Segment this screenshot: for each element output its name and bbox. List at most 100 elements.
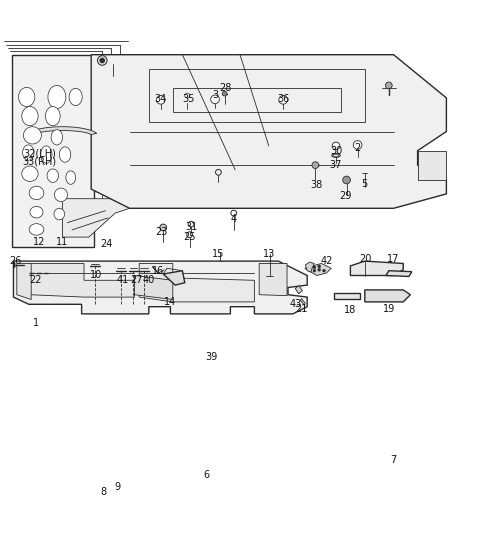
Polygon shape	[300, 299, 305, 305]
Text: 31: 31	[185, 223, 197, 233]
Bar	[54, 70, 76, 85]
Text: 8: 8	[100, 488, 106, 498]
Text: 28: 28	[219, 83, 232, 93]
Circle shape	[318, 265, 321, 268]
Ellipse shape	[19, 88, 35, 106]
Text: 6: 6	[204, 469, 209, 480]
Text: 3: 3	[212, 90, 218, 100]
Circle shape	[313, 269, 316, 272]
Bar	[184, 97, 191, 102]
Text: 35: 35	[182, 94, 194, 104]
Text: 7: 7	[390, 455, 397, 465]
Ellipse shape	[54, 188, 68, 202]
Ellipse shape	[22, 166, 38, 181]
Bar	[68, 110, 79, 127]
Text: 30: 30	[330, 145, 342, 156]
Polygon shape	[350, 261, 403, 276]
Circle shape	[185, 93, 190, 98]
Ellipse shape	[332, 154, 340, 158]
Ellipse shape	[48, 85, 66, 109]
Polygon shape	[334, 293, 360, 299]
Text: 12: 12	[33, 237, 46, 247]
Circle shape	[97, 56, 107, 65]
Polygon shape	[418, 151, 446, 180]
Circle shape	[211, 95, 219, 104]
Text: 32(LH): 32(LH)	[23, 148, 56, 158]
Text: 27: 27	[131, 276, 143, 285]
Circle shape	[231, 210, 237, 216]
Ellipse shape	[23, 145, 34, 160]
Polygon shape	[259, 263, 287, 296]
Ellipse shape	[22, 106, 38, 126]
Polygon shape	[30, 263, 134, 297]
Text: 11: 11	[56, 237, 69, 247]
Circle shape	[188, 222, 194, 227]
Ellipse shape	[51, 129, 62, 145]
Ellipse shape	[60, 147, 71, 162]
Ellipse shape	[24, 127, 41, 144]
Ellipse shape	[40, 146, 52, 163]
Ellipse shape	[30, 207, 43, 218]
Text: 20: 20	[360, 253, 372, 264]
Polygon shape	[386, 271, 412, 277]
Circle shape	[100, 58, 105, 63]
Ellipse shape	[69, 88, 82, 106]
Text: 29: 29	[339, 191, 352, 201]
Text: 43: 43	[289, 299, 301, 309]
Text: 10: 10	[90, 271, 102, 280]
Circle shape	[160, 224, 167, 231]
Polygon shape	[163, 271, 185, 285]
Polygon shape	[91, 55, 446, 208]
Circle shape	[343, 176, 350, 184]
Circle shape	[385, 82, 392, 89]
Polygon shape	[17, 263, 31, 300]
Ellipse shape	[47, 169, 59, 182]
Text: 21: 21	[295, 304, 308, 314]
Text: 22: 22	[30, 276, 42, 285]
Text: 19: 19	[383, 304, 395, 314]
Text: 36: 36	[277, 94, 289, 104]
Text: 4: 4	[231, 214, 237, 224]
Text: 2: 2	[354, 143, 361, 153]
Text: 26: 26	[10, 256, 22, 266]
Circle shape	[187, 232, 192, 237]
Circle shape	[353, 141, 362, 149]
Text: 25: 25	[183, 232, 196, 242]
Circle shape	[332, 142, 340, 150]
Text: 5: 5	[361, 179, 368, 190]
Polygon shape	[365, 290, 410, 302]
Polygon shape	[305, 262, 314, 272]
Circle shape	[323, 269, 325, 272]
Polygon shape	[295, 285, 302, 294]
Circle shape	[312, 162, 319, 169]
Text: 13: 13	[263, 249, 275, 259]
Text: 41: 41	[116, 276, 129, 285]
Ellipse shape	[334, 154, 338, 156]
Text: 15: 15	[212, 249, 225, 259]
Text: 9: 9	[115, 482, 120, 491]
Ellipse shape	[54, 208, 65, 220]
Text: 24: 24	[100, 239, 113, 249]
Text: 17: 17	[387, 253, 400, 264]
Polygon shape	[62, 199, 130, 237]
Circle shape	[279, 95, 288, 104]
Circle shape	[156, 95, 165, 104]
Ellipse shape	[46, 106, 60, 126]
Polygon shape	[139, 263, 254, 302]
Ellipse shape	[29, 186, 44, 199]
Polygon shape	[28, 127, 96, 134]
Polygon shape	[13, 261, 307, 314]
Circle shape	[313, 266, 316, 269]
Text: 40: 40	[143, 276, 155, 285]
Polygon shape	[134, 276, 173, 300]
Circle shape	[222, 91, 227, 96]
Text: 14: 14	[164, 297, 177, 307]
Text: 23: 23	[156, 228, 168, 237]
Ellipse shape	[29, 224, 44, 235]
Ellipse shape	[66, 171, 76, 184]
Text: 33(RH): 33(RH)	[22, 156, 57, 166]
Text: 18: 18	[344, 305, 357, 315]
Text: 16: 16	[152, 266, 165, 276]
Circle shape	[318, 268, 321, 271]
Text: 37: 37	[330, 160, 342, 170]
